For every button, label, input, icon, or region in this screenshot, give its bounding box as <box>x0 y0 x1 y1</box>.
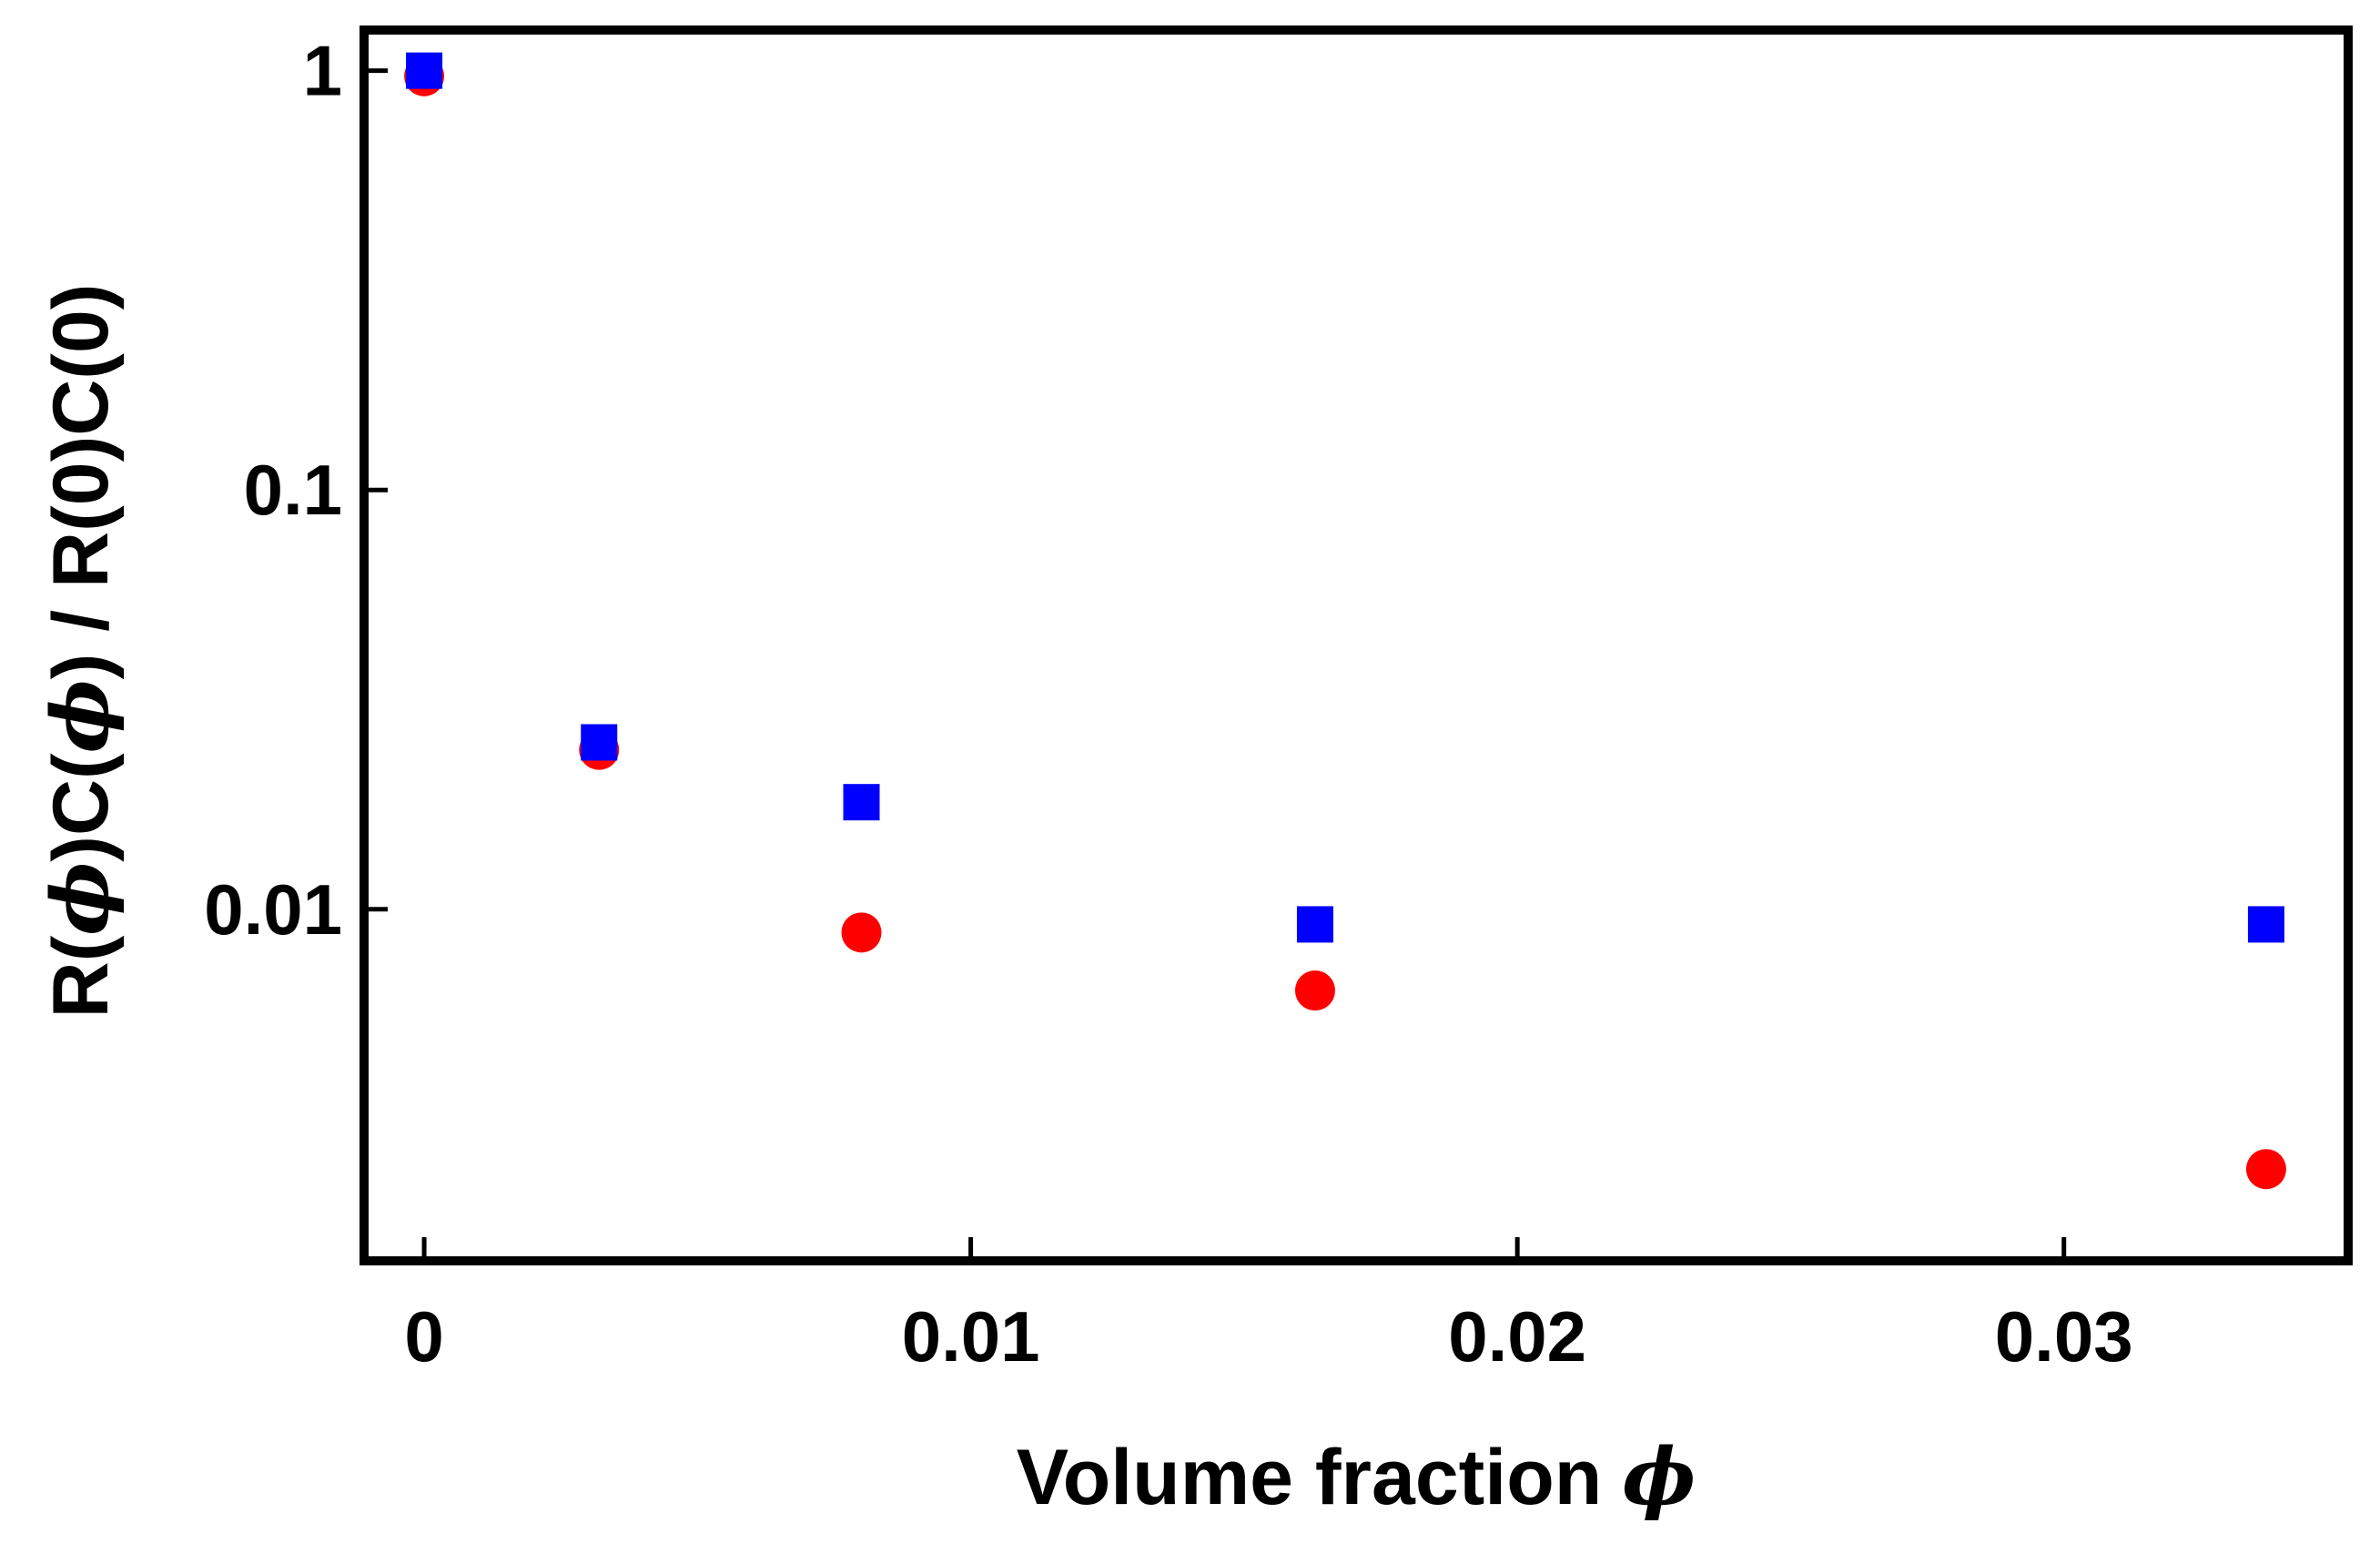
data-point-circle <box>841 912 882 953</box>
data-point-square <box>1296 906 1333 943</box>
data-point-square <box>581 724 618 761</box>
y-axis-title-symbol-2: ϕ <box>35 679 127 753</box>
y-tick-label: 1 <box>303 31 342 111</box>
data-points <box>404 52 2286 1190</box>
y-axis-title-part-3: ) / R(0)C(0) <box>37 284 125 680</box>
y-tick-label: 0.01 <box>204 869 342 950</box>
plot-frame <box>360 25 2353 1265</box>
x-tick-label: 0.02 <box>1448 1296 1586 1376</box>
y-axis-title-part-1: R( <box>37 935 125 1018</box>
data-point-circle <box>1294 970 1335 1011</box>
data-point-circle <box>2245 1149 2286 1190</box>
y-tick-label: 0.1 <box>244 450 342 530</box>
x-tick-label: 0.03 <box>1995 1296 2133 1376</box>
data-point-square <box>2247 906 2284 943</box>
x-tick-label: 0 <box>404 1296 443 1376</box>
x-tick-label: 0.01 <box>902 1296 1040 1376</box>
data-point-square <box>406 52 443 89</box>
y-axis-title-symbol-1: ϕ <box>35 862 127 936</box>
x-axis-title: Volume fraction ϕ <box>1017 1431 1696 1523</box>
x-axis-title-text: Volume fraction <box>1017 1434 1603 1521</box>
y-axis-title-part-2: )C( <box>37 753 125 862</box>
x-axis-title-symbol: ϕ <box>1622 1431 1696 1523</box>
x-axis-ticks: 0 0.01 0.02 0.03 <box>404 1237 2133 1376</box>
y-axis-title: R(ϕ)C(ϕ) / R(0)C(0) <box>35 284 127 1019</box>
y-axis-ticks: 1 0.1 0.01 <box>204 31 388 950</box>
data-point-square <box>843 784 880 821</box>
